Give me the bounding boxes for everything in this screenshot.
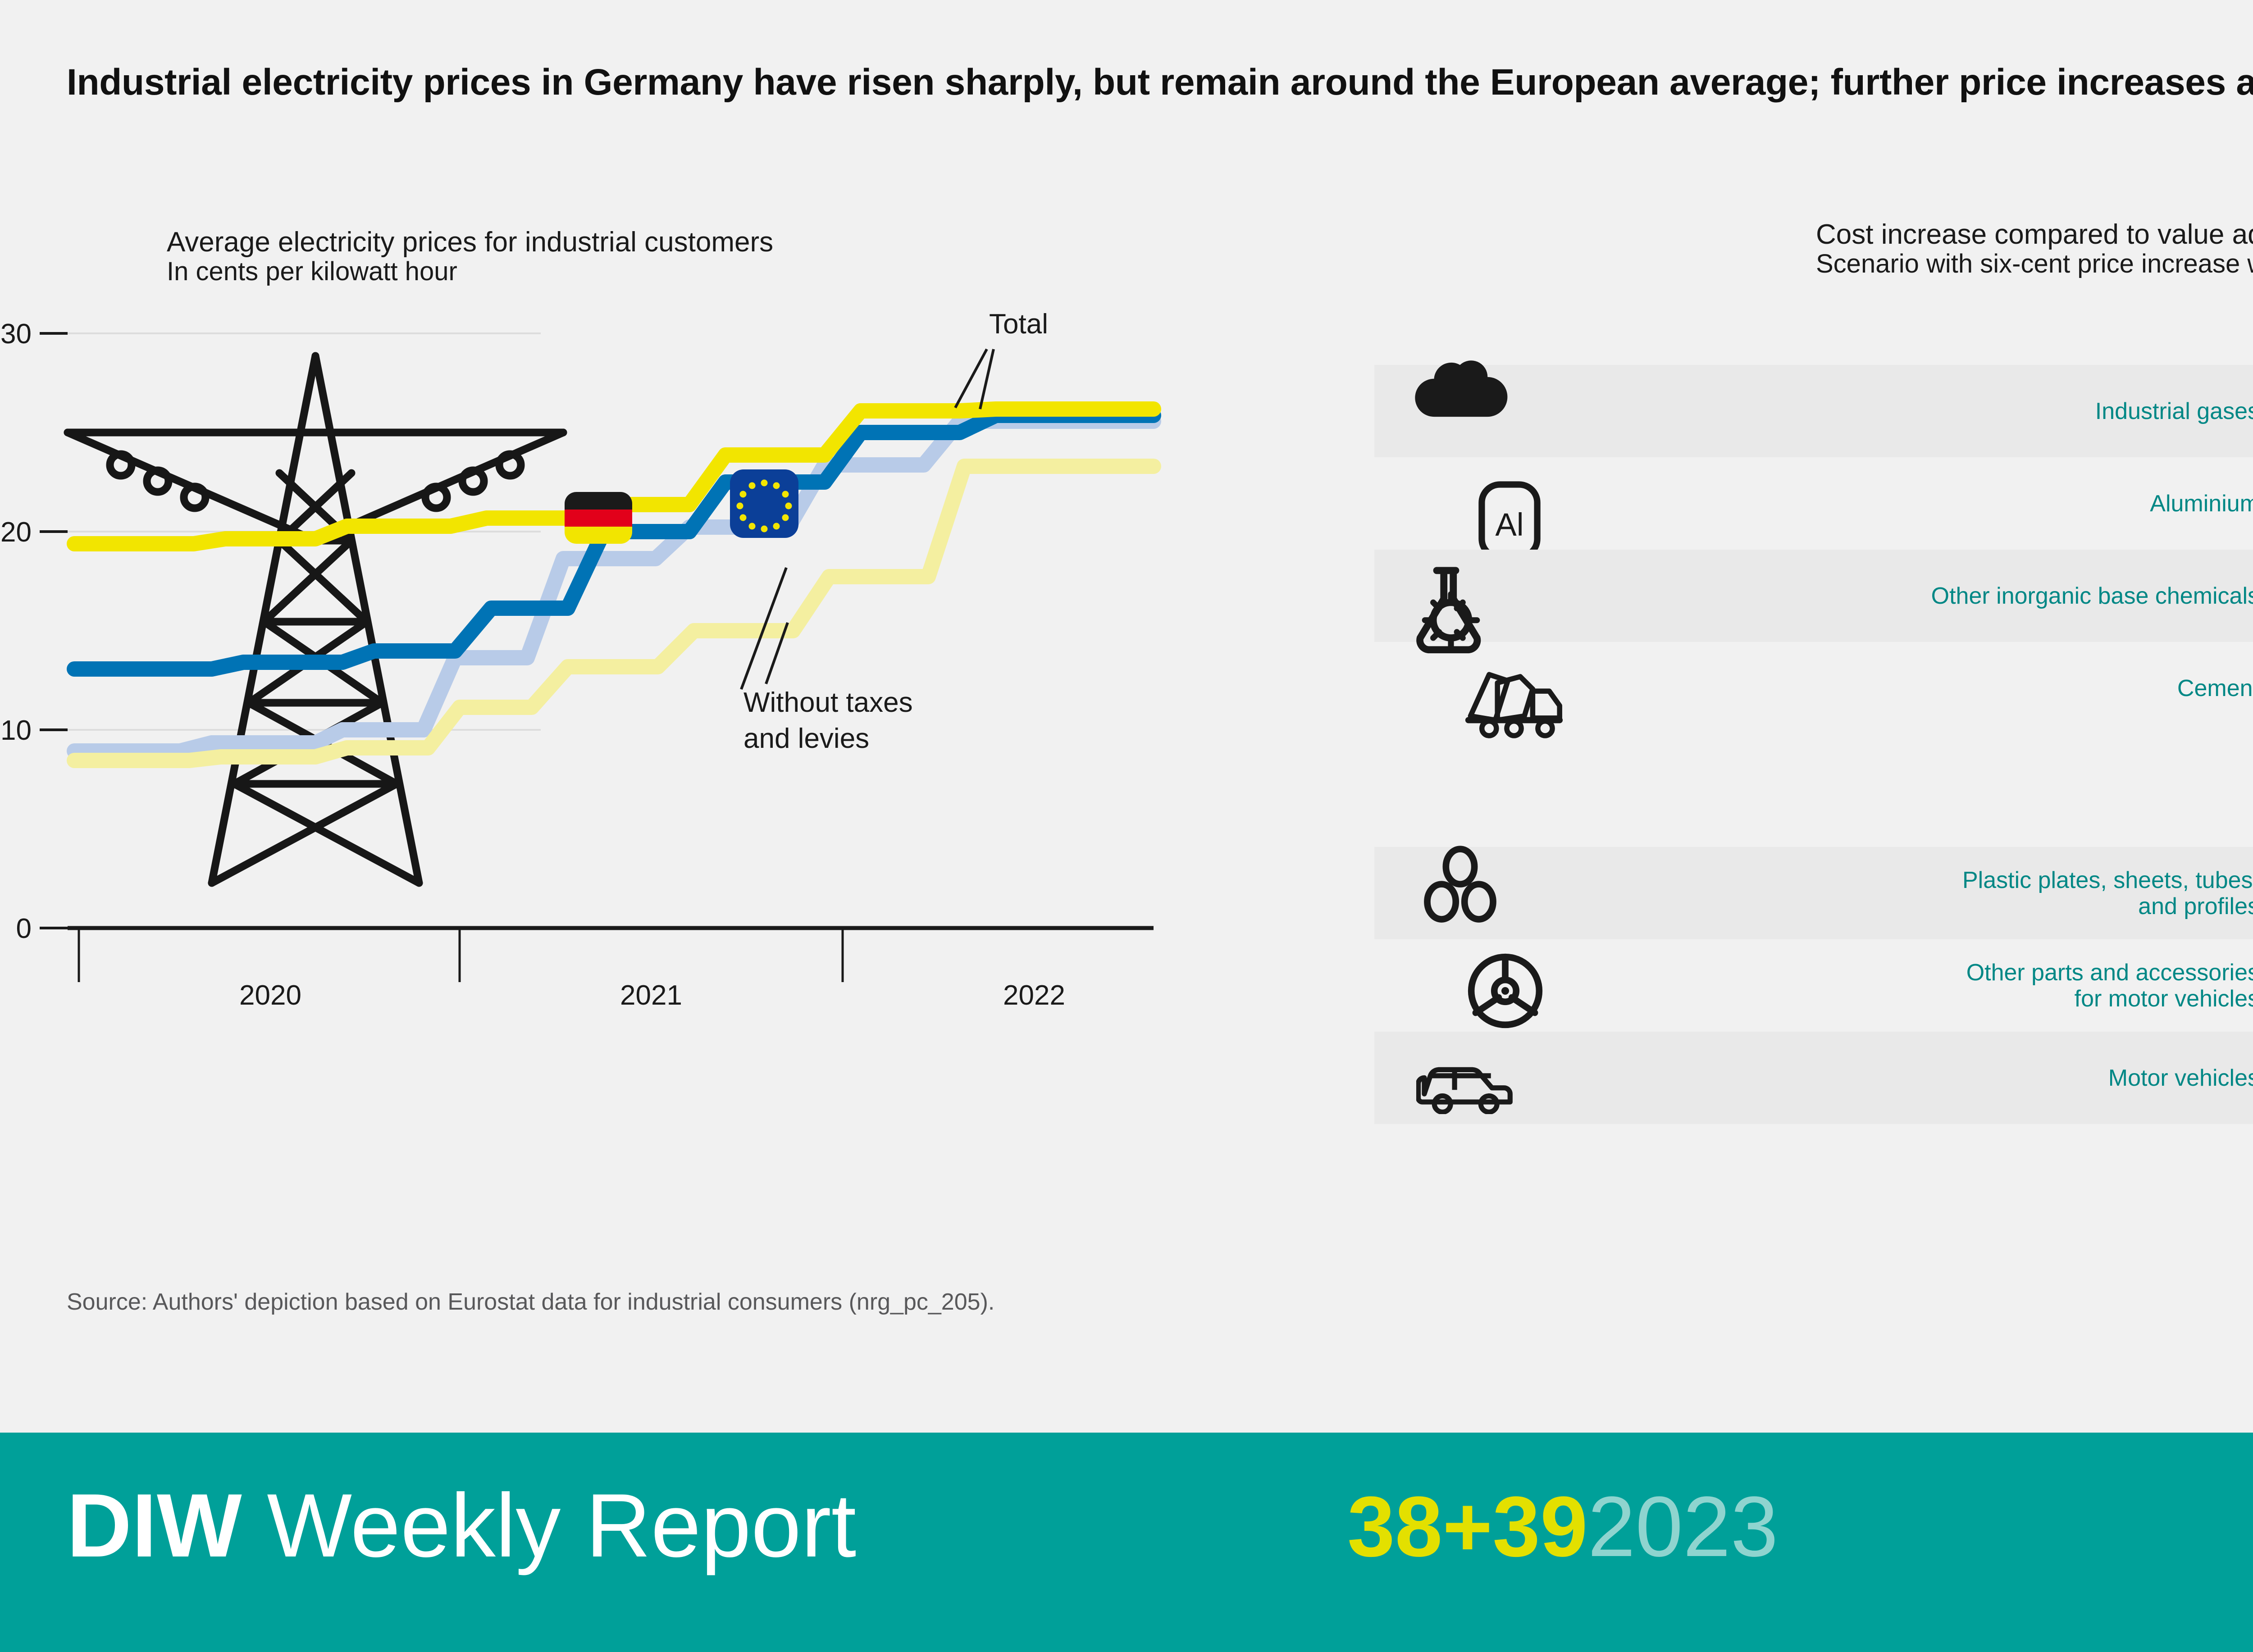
row-stripe <box>1374 365 2253 457</box>
bar-row: Plastic plates, sheets, tubes, and profil… <box>1374 846 2253 939</box>
right-panel-header: Cost increase compared to value added Sc… <box>1816 220 2253 278</box>
annotation-without-line2: and levies <box>743 723 869 754</box>
bar-row-label: Aluminium <box>2150 490 2253 517</box>
bottom-banner: DIW Weekly Report 38+392023 DIW BERLIN <box>0 1433 2253 1652</box>
car-icon <box>1397 1038 1532 1131</box>
annotation-total: Total <box>954 309 1048 410</box>
row-stripe <box>1374 1032 2253 1124</box>
aluminium-icon: Al <box>1442 474 1577 567</box>
bar-row: Industrial gases+39.1% <box>1374 360 2253 457</box>
left-panel-header: Average electricity prices for industria… <box>167 228 773 286</box>
flag-eu-icon <box>730 469 798 538</box>
annotation-without-line1: Without taxes <box>743 687 913 718</box>
right-panel-title: Cost increase compared to value added <box>1816 219 2253 250</box>
issue-year: 2023 <box>1587 1479 1779 1575</box>
plastic-granule-icon <box>1392 840 1528 933</box>
bar-row-label: Other inorganic base chemicals <box>1931 583 2253 609</box>
bar-row: Cement+12.4% <box>1374 642 2253 738</box>
bar-row-label: Plastic plates, sheets, tubes, and profil… <box>1962 867 2253 919</box>
x-tick-2021: 2021 <box>620 980 682 1011</box>
wheel-icon <box>1437 945 1573 1037</box>
flag-germany-icon <box>565 492 632 544</box>
cloud-icon <box>1392 340 1528 432</box>
bar-row-label: Cement <box>2177 675 2253 701</box>
annotation-without-taxes: Without taxes and levies <box>740 567 913 754</box>
y-tick-30: 30 <box>0 319 32 350</box>
bar-row: Other parts and accessories for motor veh… <box>1374 939 2253 1032</box>
y-tick-0: 0 <box>16 913 32 944</box>
issue-label: 38+392023 <box>1347 1478 1778 1576</box>
bar-chart: Industrial gases+39.1%AlAluminium+14.7%O… <box>1374 360 2253 1248</box>
x-tick-2020: 2020 <box>239 980 301 1011</box>
brand-diw: DIW <box>67 1475 242 1576</box>
issue-number: 38+39 <box>1347 1479 1588 1575</box>
bar-row-label: Industrial gases <box>2095 398 2253 424</box>
y-axis: 30 20 10 0 <box>0 319 68 944</box>
y-tick-20: 20 <box>0 517 32 548</box>
flask-icon <box>1383 563 1519 655</box>
brand-weekly-report: Weekly Report <box>242 1475 857 1576</box>
bar-row-label: Motor vehicles <box>2108 1065 2253 1091</box>
source-note: Source: Authors' depiction based on Euro… <box>67 1289 995 1315</box>
series-eu-total <box>67 408 1161 677</box>
series-de-without-taxes <box>67 459 1161 768</box>
line-chart: 30 20 10 0 <box>0 288 1374 1261</box>
right-panel: Cost increase compared to value added Sc… <box>1374 216 2253 1270</box>
x-axis: 2020 2021 2022 <box>68 926 1154 1011</box>
row-stripe <box>1374 847 2253 939</box>
row-stripe <box>1374 550 2253 642</box>
y-tick-10: 10 <box>0 715 32 746</box>
bar-row: Motor vehicles+0.4% <box>1374 1032 2253 1124</box>
page-title: Industrial electricity prices in Germany… <box>67 62 2253 103</box>
bar-row: Other inorganic base chemicals+12.4% <box>1374 550 2253 653</box>
cement-truck-icon <box>1446 653 1582 746</box>
brand-title: DIW Weekly Report <box>67 1474 856 1578</box>
left-panel: Average electricity prices for industria… <box>0 216 1374 1270</box>
x-tick-2022: 2022 <box>1003 980 1065 1011</box>
svg-text:Al: Al <box>1495 507 1523 543</box>
annotation-total-label: Total <box>989 309 1048 340</box>
left-panel-subtitle: In cents per kilowatt hour <box>167 256 457 286</box>
bar-row-label: Other parts and accessories for motor veh… <box>1966 959 2253 1012</box>
left-panel-title: Average electricity prices for industria… <box>167 227 774 258</box>
right-panel-subtitle: Scenario with six-cent price increase wi… <box>1816 249 2253 278</box>
